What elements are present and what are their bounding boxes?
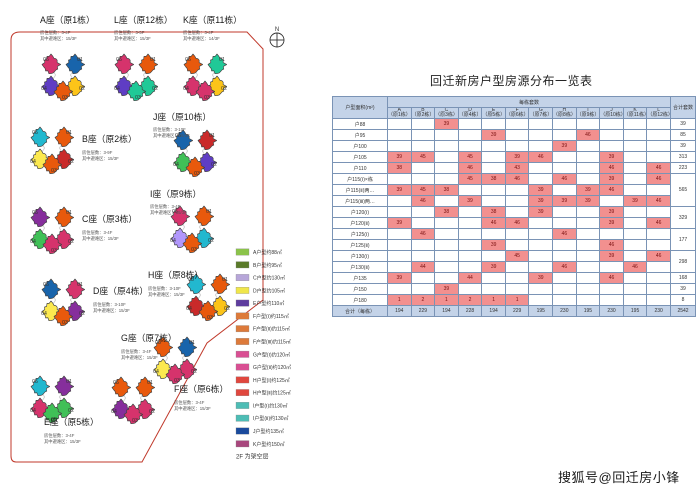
svg-text:02: 02 [208,238,214,244]
svg-text:J座（原10栋）: J座（原10栋） [153,111,211,122]
svg-text:C户型约130㎡: C户型约130㎡ [253,275,285,282]
svg-text:02: 02 [149,409,155,415]
svg-text:05: 05 [113,380,119,386]
svg-text:G户型(Ⅰ)约120㎡: G户型(Ⅰ)约120㎡ [253,351,290,358]
svg-text:A座（原1栋）: A座（原1栋） [40,14,95,25]
svg-text:其中避难区：15/3F: 其中避难区：15/3F [114,35,151,42]
svg-text:E户型约110㎡: E户型约110㎡ [253,300,284,307]
svg-text:04: 04 [41,86,47,92]
svg-text:K座（原11栋）: K座（原11栋） [183,14,242,25]
svg-text:其中避难区：15/3F: 其中避难区：15/3F [82,235,119,242]
svg-text:05: 05 [43,57,49,63]
svg-text:A户型约88㎡: A户型约88㎡ [253,249,282,256]
svg-text:05: 05 [32,210,38,216]
svg-text:05: 05 [43,282,49,288]
svg-text:F座（原6栋）: F座（原6栋） [174,383,228,394]
svg-text:04: 04 [170,238,176,244]
svg-text:01: 01 [189,340,195,346]
svg-text:05: 05 [116,57,122,63]
svg-text:K户型约150㎡: K户型约150㎡ [253,441,285,448]
svg-text:04: 04 [153,369,159,375]
svg-text:C座（原3栋）: C座（原3栋） [82,213,137,224]
svg-text:04: 04 [186,306,192,312]
svg-text:其中避难区：15/3F: 其中避难区：15/3F [153,132,190,139]
svg-text:04: 04 [30,408,36,414]
svg-text:04: 04 [173,162,179,168]
svg-text:其中避难区：15/3F: 其中避难区：15/3F [44,438,81,445]
svg-text:01: 01 [77,57,83,63]
svg-text:H座（原8栋）: H座（原8栋） [148,269,203,280]
svg-text:G户型(Ⅱ)约120㎡: G户型(Ⅱ)约120㎡ [253,364,291,371]
svg-text:其中避难区：15/3F: 其中避难区：15/3F [93,307,130,314]
svg-text:04: 04 [114,86,120,92]
svg-text:N: N [275,27,279,33]
svg-text:03: 03 [51,168,57,174]
svg-text:02: 02 [152,86,158,92]
svg-text:G座（原7栋）: G座（原7栋） [121,332,177,343]
svg-text:D座（原4栋）: D座（原4栋） [93,285,148,296]
svg-text:I户型(Ⅱ)约130㎡: I户型(Ⅱ)约130㎡ [253,415,289,422]
svg-text:03: 03 [191,247,197,253]
svg-text:03: 03 [62,320,68,326]
svg-text:01: 01 [66,210,72,216]
svg-text:02: 02 [68,239,74,245]
svg-text:H户型(Ⅱ)约125㎡: H户型(Ⅱ)约125㎡ [253,390,291,397]
svg-text:01: 01 [222,277,228,283]
svg-text:04: 04 [41,311,47,317]
svg-text:03: 03 [132,418,138,424]
svg-text:其中避难区：15/3F: 其中避难区：15/3F [121,354,158,361]
svg-text:F户型(Ⅰ)约115㎡: F户型(Ⅰ)约115㎡ [253,313,289,320]
svg-text:其中避难区：15/3F: 其中避难区：15/3F [40,35,77,42]
svg-text:04: 04 [111,409,117,415]
svg-text:02: 02 [211,162,217,168]
svg-text:其中避难区：15/3F: 其中避难区：15/3F [148,291,185,298]
svg-text:05: 05 [32,379,38,385]
svg-text:03: 03 [204,95,210,101]
svg-text:03: 03 [51,248,57,254]
svg-text:B户型约95㎡: B户型约95㎡ [253,262,282,269]
svg-text:E座（原5栋）: E座（原5栋） [44,416,99,427]
svg-text:B座（原2栋）: B座（原2栋） [82,133,137,144]
svg-text:H户型(Ⅰ)约125㎡: H户型(Ⅰ)约125㎡ [253,377,290,384]
svg-text:01: 01 [66,130,72,136]
svg-text:其中避难区：15/3F: 其中避难区：15/3F [82,155,119,162]
svg-text:2F 为架空层: 2F 为架空层 [236,452,269,460]
svg-text:其中避难区：14/3F: 其中避难区：14/3F [183,35,220,42]
svg-text:L座（原12栋）: L座（原12栋） [114,14,173,25]
svg-text:02: 02 [221,86,227,92]
svg-text:04: 04 [183,86,189,92]
svg-text:J户型约135㎡: J户型约135㎡ [253,428,284,435]
svg-text:搜狐号@回迁房小锋: 搜狐号@回迁房小锋 [558,470,680,485]
svg-text:01: 01 [150,57,156,63]
svg-text:02: 02 [191,369,197,375]
svg-text:F户型(Ⅱ)约115㎡: F户型(Ⅱ)约115㎡ [253,326,290,333]
svg-text:05: 05 [185,57,191,63]
svg-text:F户型(Ⅲ)约115㎡: F户型(Ⅲ)约115㎡ [253,339,291,346]
svg-text:01: 01 [66,379,72,385]
svg-text:03: 03 [135,95,141,101]
svg-text:01: 01 [77,282,83,288]
svg-text:02: 02 [79,311,85,317]
svg-text:02: 02 [79,86,85,92]
svg-text:02: 02 [224,306,230,312]
svg-text:02: 02 [68,408,74,414]
svg-text:04: 04 [30,239,36,245]
svg-text:01: 01 [209,133,215,139]
svg-text:01: 01 [147,380,153,386]
svg-text:I座（原9栋）: I座（原9栋） [150,188,201,199]
svg-text:I户型(Ⅰ)约130㎡: I户型(Ⅰ)约130㎡ [253,402,288,409]
svg-text:01: 01 [206,209,212,215]
svg-text:其中避难区：15/3F: 其中避难区：15/3F [150,209,187,216]
svg-text:01: 01 [219,57,225,63]
svg-text:D户型约105㎡: D户型约105㎡ [253,287,285,294]
svg-text:03: 03 [207,315,213,321]
svg-text:05: 05 [32,130,38,136]
svg-text:04: 04 [30,159,36,165]
svg-text:03: 03 [194,171,200,177]
svg-text:其中避难区：15/3F: 其中避难区：15/3F [174,405,211,412]
svg-text:02: 02 [68,159,74,165]
svg-text:03: 03 [62,95,68,101]
